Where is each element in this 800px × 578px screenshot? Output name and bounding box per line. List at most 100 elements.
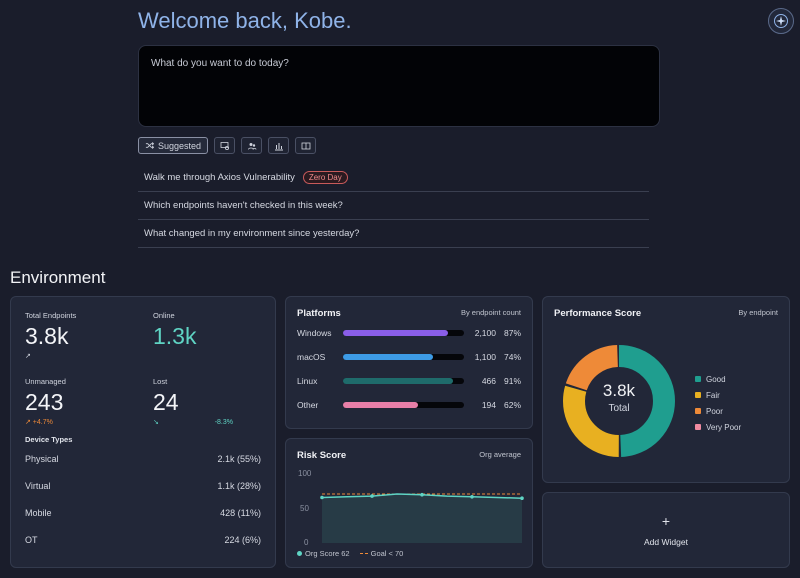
legend-item: Fair: [695, 387, 741, 403]
platform-bar: [343, 354, 464, 360]
card-title: Performance Score: [554, 308, 642, 319]
stat-label: Lost: [153, 377, 168, 386]
legend-swatch: [695, 408, 701, 414]
y-tick-label: 50: [300, 504, 309, 513]
suggestion-text: What changed in my environment since yes…: [144, 228, 360, 239]
chart-chip[interactable]: [268, 137, 290, 154]
legend-swatch: [695, 392, 701, 398]
stat-delta-row: ↘ -8.3%: [153, 418, 233, 427]
platform-name: Windows: [297, 328, 332, 338]
card-subtitle: By endpoint: [738, 308, 778, 317]
legend-item: Poor: [695, 403, 741, 419]
device-type-row: OT 224 (6%): [25, 535, 261, 545]
y-tick-label: 0: [304, 538, 309, 547]
legend-label: Very Poor: [706, 422, 742, 432]
platform-bar: [343, 402, 464, 408]
plus-icon: +: [661, 513, 671, 529]
suggestion-item[interactable]: Walk me through Axios Vulnerability Zero…: [138, 164, 649, 192]
platform-name: Linux: [297, 376, 318, 386]
device-search-icon: [220, 141, 229, 150]
stat-label: Total Endpoints: [25, 311, 77, 320]
device-type-value: 1.1k (28%): [217, 481, 261, 491]
shuffle-icon: [145, 142, 154, 149]
bar-chart-icon: [274, 142, 283, 150]
total-endpoints-stat: Total Endpoints 3.8k ↗: [25, 311, 76, 360]
donut-total-value: 3.8k: [602, 381, 636, 400]
page-title: Welcome back, Kobe.: [138, 8, 352, 33]
environment-heading: Environment: [10, 268, 106, 287]
legend-item: Very Poor: [695, 419, 741, 435]
stat-value: 243: [25, 389, 64, 415]
search-device-chip[interactable]: [214, 137, 236, 154]
assistant-button[interactable]: [768, 8, 794, 34]
book-icon: [301, 142, 310, 149]
legend-swatch: [695, 376, 701, 382]
online-stat: Online 1.3k: [153, 311, 196, 350]
prompt-toolbar: Suggested: [138, 137, 317, 154]
book-chip[interactable]: [295, 137, 317, 154]
device-types-label: Device Types: [25, 435, 73, 444]
device-type-row: Physical 2.1k (55%): [25, 454, 261, 464]
device-type-row: Virtual 1.1k (28%): [25, 481, 261, 491]
legend-swatch: [695, 424, 701, 430]
stat-delta: ↗ +4.7%: [25, 419, 53, 426]
donut-slice-good: [563, 345, 675, 457]
platform-row: macOS 1,100 74%: [297, 352, 525, 362]
stat-value: 1.3k: [153, 323, 197, 349]
platform-bar-fill: [343, 378, 454, 384]
endpoints-card: Total Endpoints 3.8k ↗ Online 1.3k Unman…: [10, 296, 276, 568]
users-chip[interactable]: [241, 137, 263, 154]
suggestion-item[interactable]: What changed in my environment since yes…: [138, 220, 649, 248]
score-point: [520, 496, 524, 500]
risk-score-card: Risk Score Org average 100 50 0 Org Scor…: [285, 438, 533, 568]
suggestion-text: Walk me through Axios Vulnerability: [144, 172, 295, 183]
legend-dash: [359, 553, 368, 554]
card-subtitle: Org average: [479, 450, 521, 459]
donut-total-label: Total: [608, 403, 630, 414]
platform-name: macOS: [297, 352, 326, 362]
trend-up-icon: ↗: [25, 353, 31, 360]
risk-legend: Org Score 62 Goal < 70: [297, 549, 403, 558]
add-widget-label: Add Widget: [644, 537, 688, 547]
platform-count: 1,100: [474, 352, 496, 362]
platform-name: Other: [297, 400, 319, 410]
risk-chart: 100 50 0: [298, 469, 524, 547]
trend-down-icon: ↘: [153, 419, 159, 426]
platform-pct: 62%: [503, 400, 521, 410]
suggestion-item[interactable]: Which endpoints haven't checked in this …: [138, 192, 649, 220]
performance-legend: Good Fair Poor Very Poor: [695, 371, 741, 435]
stat-value: 3.8k: [25, 323, 69, 349]
risk-area: [322, 494, 522, 543]
add-widget-button[interactable]: + Add Widget: [542, 492, 790, 568]
legend-goal: Goal < 70: [359, 549, 404, 558]
card-subtitle: By endpoint count: [460, 308, 521, 317]
platform-count: 466: [481, 376, 496, 386]
performance-donut: [563, 345, 675, 457]
device-type-name: OT: [25, 535, 38, 545]
legend-score: Org Score 62: [297, 549, 350, 558]
score-point: [470, 495, 474, 499]
card-title: Risk Score: [297, 450, 347, 461]
platform-pct: 87%: [503, 328, 521, 338]
unmanaged-stat: Unmanaged 243 ↗ +4.7%: [25, 377, 66, 426]
legend-label: Fair: [706, 390, 720, 400]
stat-label: Unmanaged: [25, 377, 66, 386]
device-type-row: Mobile 428 (11%): [25, 508, 261, 518]
platform-bar: [343, 378, 464, 384]
zero-day-badge: Zero Day: [302, 171, 348, 184]
device-type-name: Mobile: [25, 508, 52, 518]
users-icon: [247, 142, 256, 150]
platform-bar-fill: [343, 354, 433, 360]
suggested-chip[interactable]: Suggested: [138, 137, 209, 154]
device-type-value: 224 (6%): [224, 535, 261, 545]
prompt-input[interactable]: What do you want to do today?: [138, 45, 660, 127]
platform-row: Other 194 62%: [297, 400, 525, 410]
device-type-value: 428 (11%): [220, 508, 261, 518]
stat-label: Online: [153, 311, 175, 320]
donut-slice-fair: [563, 345, 675, 457]
legend-goal-label: Goal < 70: [370, 549, 404, 558]
platform-count: 194: [481, 400, 496, 410]
device-type-name: Physical: [25, 454, 59, 464]
score-point: [320, 495, 324, 500]
y-tick-label: 100: [298, 469, 312, 478]
